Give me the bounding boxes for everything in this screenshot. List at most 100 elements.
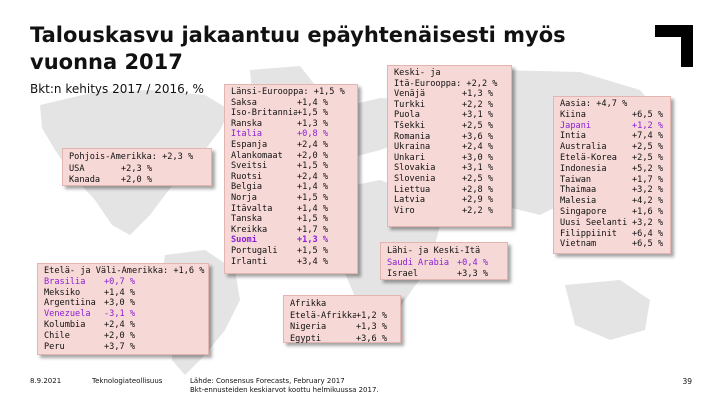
region-header: Etelä- ja Väli-Amerikka: +1,6 % [44, 266, 205, 276]
country-name: Malesia [560, 196, 597, 207]
country-name: Venäjä [394, 89, 426, 100]
growth-value: +6,4 % [632, 228, 664, 239]
country-row: Chile +2,0 % [44, 331, 202, 342]
country-row: Indonesia +5,2 % [560, 164, 664, 175]
growth-value: +1,4 % [297, 97, 329, 108]
growth-value: +2,4 % [462, 142, 494, 153]
country-name: Nigeria [290, 322, 327, 333]
country-name: Liettua [394, 184, 431, 195]
country-name: Kreikka [231, 224, 268, 235]
latin-america-box: Etelä- ja Väli-Amerikka: +1,6 % Brasilia… [37, 263, 209, 355]
country-name: Japani [560, 120, 592, 131]
country-name: Portugali [231, 245, 278, 256]
country-row: Norja +1,5 % [231, 193, 351, 204]
country-row: Irlanti +3,4 % [231, 257, 351, 268]
growth-value: +3,1 % [462, 110, 494, 121]
country-name: Belgia [231, 182, 263, 193]
country-row: Unkari +3,0 % [394, 153, 505, 164]
country-row: Slovakia +3,1 % [394, 163, 505, 174]
country-name: Uusi Seelanti [560, 217, 628, 228]
country-row: Saksa +1,4 % [231, 98, 351, 109]
country-name: Etelä-Korea [560, 152, 617, 163]
country-row: Venäjä +1,3 % [394, 89, 505, 100]
country-row: Intia +7,4 % [560, 131, 664, 142]
growth-value: +1,3 % [297, 118, 329, 129]
growth-value: +1,5 % [297, 108, 329, 119]
growth-value: +1,5 % [297, 245, 329, 256]
country-name: Kolumbia [44, 319, 86, 330]
country-row: Italia +0,8 % [231, 129, 351, 140]
country-row: Portugali +1,5 % [231, 246, 351, 257]
western-europe-box: Länsi-Eurooppa: +1,5 % Saksa +1,4 % Iso-Br… [224, 84, 358, 274]
country-row: Romania +3,6 % [394, 132, 505, 143]
footer-organization: Teknologiateollisuus [92, 377, 163, 385]
growth-value: +3,2 % [632, 185, 664, 196]
country-row: Vietnam +6,5 % [560, 239, 664, 250]
country-name: Egypti [290, 333, 322, 344]
country-name: Unkari [394, 152, 426, 163]
growth-value: +3,3 % [457, 269, 489, 280]
country-row: Alankomaat +2,0 % [231, 151, 351, 162]
country-name: Israel [387, 269, 419, 280]
growth-value: +0,4 % [457, 257, 489, 268]
region-header: Länsi-Eurooppa: +1,5 % [231, 87, 345, 97]
country-name: Turkki [394, 99, 426, 110]
middle-east-box: Lähi- ja Keski-Itä Saudi Arabia +0,4 % Isr… [380, 242, 508, 280]
growth-value: +2,2 % [462, 205, 494, 216]
country-row: Thaimaa +3,2 % [560, 185, 664, 196]
footer-source-line2: Bkt-ennusteiden keskiarvot koottu helmik… [190, 386, 379, 394]
country-row: Ukraina +2,4 % [394, 142, 505, 153]
country-name: Itävalta [231, 203, 273, 214]
growth-value: +1,2 % [632, 120, 664, 131]
country-row: Etelä-Afrikka +1,2 % [290, 311, 394, 323]
country-row: Brasilia +0,7 % [44, 277, 202, 288]
growth-value: +1,7 % [297, 224, 329, 235]
country-name: Saksa [231, 97, 257, 108]
growth-value: +1,2 % [356, 310, 388, 321]
growth-value: +1,4 % [104, 287, 136, 298]
country-row: Tanska +1,5 % [231, 214, 351, 225]
country-name: Slovenia [394, 173, 436, 184]
country-name: Ukraina [394, 142, 431, 153]
growth-value: +3,2 % [632, 217, 664, 228]
country-row: Itävalta +1,4 % [231, 204, 351, 215]
growth-value: +2,0 % [104, 330, 136, 341]
asia-box: Aasia: +4,7 % Kiina +6,5 % Japani +1,2 % Int… [553, 96, 671, 254]
growth-value: +3,0 % [104, 298, 136, 309]
growth-value: +2,0 % [297, 150, 329, 161]
country-name: Latvia [394, 195, 426, 206]
growth-value: +2,4 % [297, 171, 329, 182]
country-row: Australia +2,5 % [560, 142, 664, 153]
country-row: Slovenia +2,5 % [394, 174, 505, 185]
country-name: Tšekki [394, 120, 426, 131]
growth-value: +1,3 % [297, 235, 329, 246]
growth-value: -3,1 % [104, 309, 136, 320]
country-row: Suomi +1,3 % [231, 235, 351, 246]
country-row: Egypti +3,6 % [290, 334, 394, 346]
country-row: Filippiinit +6,4 % [560, 229, 664, 240]
region-header-line1: Keski- ja [394, 68, 441, 78]
country-name: Vietnam [560, 239, 597, 250]
country-row: Malesia +4,2 % [560, 196, 664, 207]
growth-value: +2,5 % [462, 173, 494, 184]
country-name: Meksiko [44, 287, 81, 298]
growth-value: +1,5 % [297, 192, 329, 203]
country-name: Brasilia [44, 276, 86, 287]
country-row: Uusi Seelanti +3,2 % [560, 218, 664, 229]
growth-value: +1,4 % [297, 182, 329, 193]
country-name: Italia [231, 129, 263, 140]
country-row: Venezuela -3,1 % [44, 309, 202, 320]
growth-value: +6,5 % [632, 109, 664, 120]
country-name: Kiina [560, 109, 586, 120]
growth-value: +5,2 % [632, 163, 664, 174]
growth-value: +1,5 % [297, 161, 329, 172]
country-row: Ranska +1,3 % [231, 119, 351, 130]
country-name: Viro [394, 205, 415, 216]
country-row: Saudi Arabia +0,4 % [387, 258, 501, 270]
region-header: Pohjois-Amerikka: +2,3 % [69, 152, 194, 162]
country-row: Puola +3,1 % [394, 110, 505, 121]
country-name: Sveitsi [231, 161, 268, 172]
growth-value: +1,6 % [632, 206, 664, 217]
country-name: Saudi Arabia [387, 257, 450, 268]
country-row: Kreikka +1,7 % [231, 225, 351, 236]
